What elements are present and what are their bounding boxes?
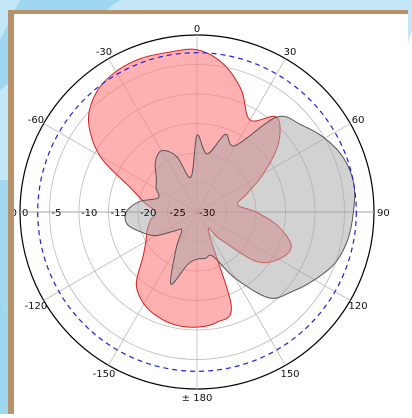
polar-chart: 0 30 60 90 120 150 ± 180 -150 -120 -90 -60 -30 0 -5 -1… [1,24,390,404]
radial-tick-label: 0 [22,208,28,219]
series-2-area [124,115,356,299]
angle-tick-label: -120 [25,301,48,312]
series-layer [87,48,356,328]
angle-tick-label: -60 [28,115,44,126]
angle-tick-label: ± 180 [182,393,213,404]
angle-tick-label: -150 [93,369,116,380]
angle-tick-label: 30 [284,47,297,58]
reference-circle-layer [37,52,357,372]
radial-tick-label: -25 [170,208,186,219]
radial-tick-label: -30 [199,208,215,219]
angle-tick-label: 120 [349,301,368,312]
plot-panel: 0 30 60 90 120 150 ± 180 -150 -120 -90 -60 -30 0 -5 -1… [1,14,408,414]
radial-tick-label: -10 [81,208,97,219]
radial-tick-label: -15 [111,208,127,219]
angle-tick-label: 60 [352,115,365,126]
radial-tick-label: -5 [52,208,62,219]
reference-circle [37,52,357,372]
angle-tick-label: -90 [14,208,17,219]
angle-tick-label: -30 [96,47,112,58]
angle-tick-label: 150 [280,369,299,380]
angle-tick-label: 0 [194,24,200,35]
radial-tick-label: -20 [140,208,156,219]
angle-tick-label: 90 [377,208,390,219]
